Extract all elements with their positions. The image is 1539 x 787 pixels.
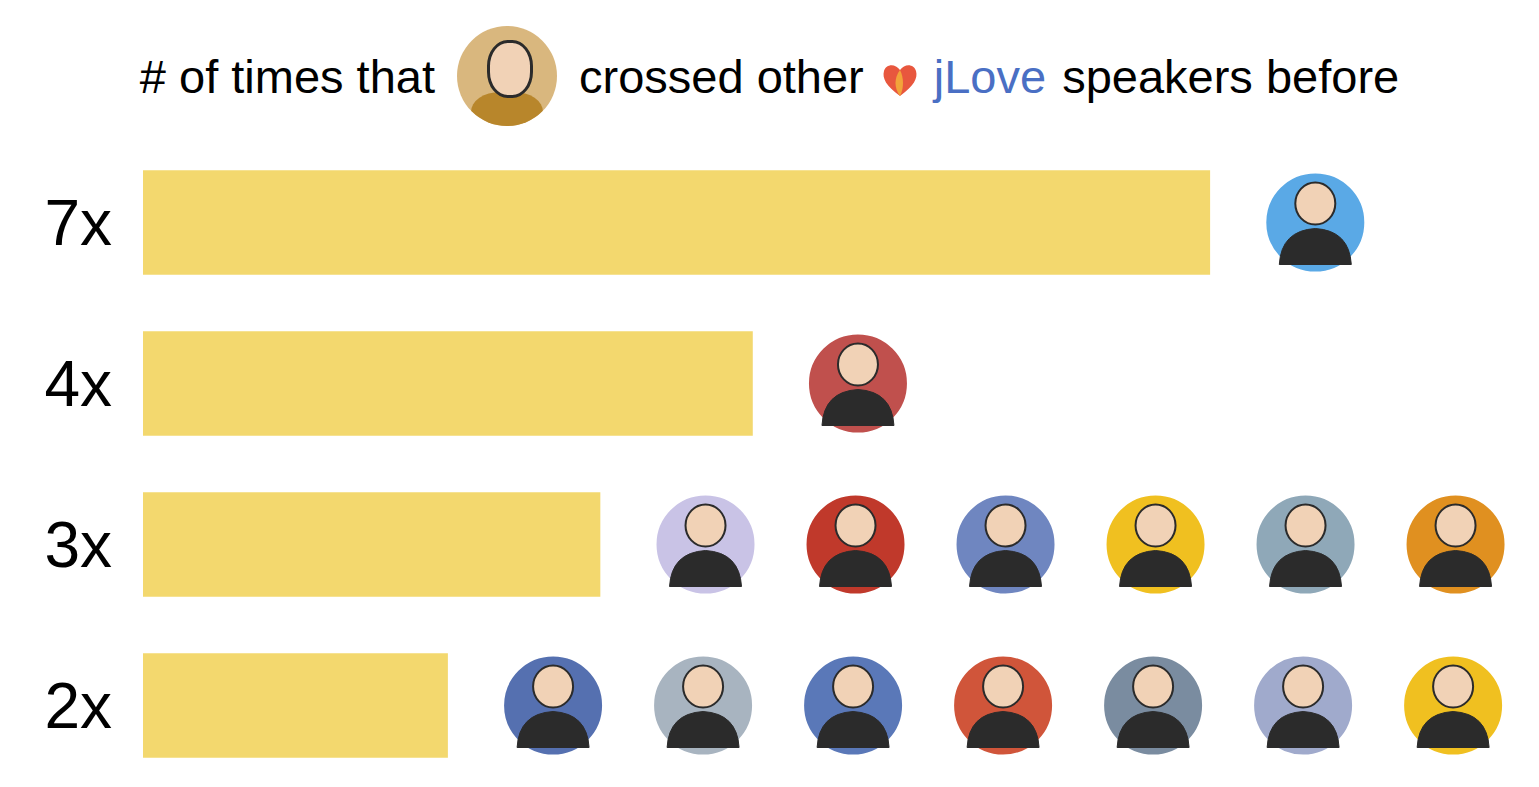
html-text:# of times that: # of times that <box>139 49 435 103</box>
svg-text:2x: 2x <box>44 670 112 742</box>
svg-text:7x: 7x <box>44 187 112 259</box>
svg-text:4x: 4x <box>44 348 112 420</box>
html-text:crossed other: crossed other <box>579 49 864 103</box>
svg-text:3x: 3x <box>44 509 112 581</box>
html-text:jLove speakers before: jLove speakers before <box>933 49 1400 103</box>
